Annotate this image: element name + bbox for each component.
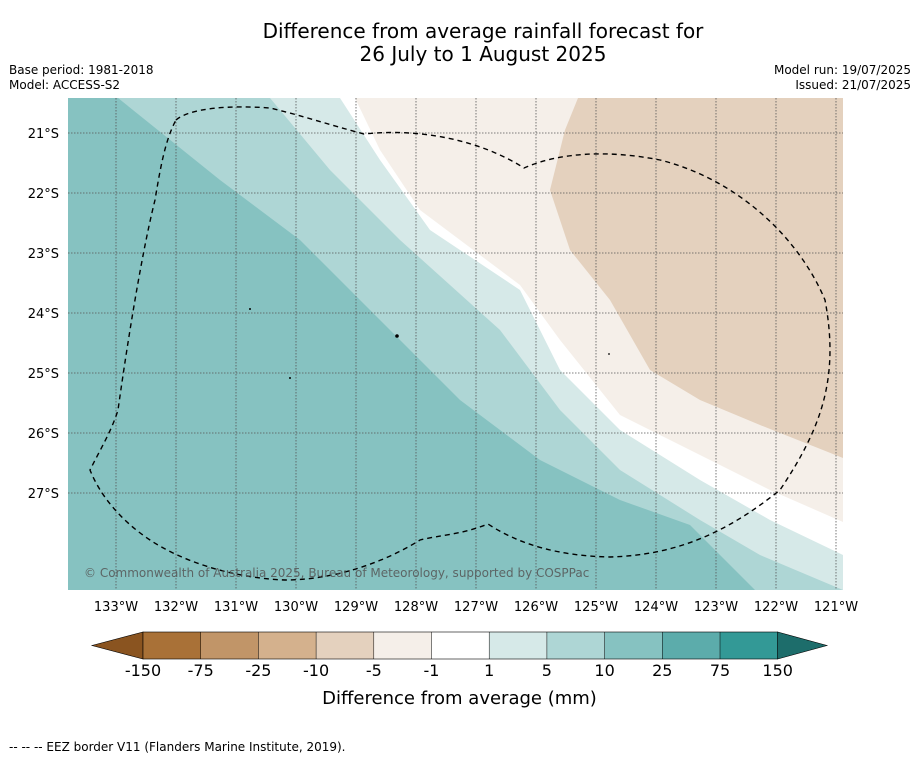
colorbar-extend-low [90,631,144,660]
colorbar [90,631,829,660]
meta-left: Base period: 1981-2018 Model: ACCESS-S2 [9,63,154,93]
lon-label: 132°W [154,600,198,615]
lon-label: 125°W [574,600,618,615]
lat-label: 24°S [28,307,59,322]
meta-right: Model run: 19/07/2025 Issued: 21/07/2025 [774,63,911,93]
islands [249,308,610,379]
colorbar-tick-label: 1 [484,661,494,680]
lat-label: 23°S [28,247,59,262]
colorbar-label: Difference from average (mm) [322,688,597,709]
lat-label: 27°S [28,487,59,502]
colorbar-tick-label: -5 [366,661,382,680]
lat-label: 21°S [28,127,59,142]
colorbar-extend-high [777,631,829,660]
colorbar-segment [200,632,259,659]
lon-label: 133°W [94,600,138,615]
colorbar-segment [662,632,721,659]
lat-label: 22°S [28,187,59,202]
zone-minus10-to-minus5 [550,98,843,458]
copyright-text: © Commonwealth of Australia 2025, Bureau… [84,566,589,580]
colorbar-tick-label: -150 [125,661,161,680]
colorbar-segment [604,632,663,659]
lon-label: 124°W [634,600,678,615]
colorbar-tick-label: 5 [542,661,552,680]
lon-label: 121°W [814,600,858,615]
colorbar-ticks: -150 -75 -25 -10 -5 -1 1 5 10 25 75 150 [125,661,793,680]
colorbar-tick-label: -1 [424,661,440,680]
base-period-text: Base period: 1981-2018 [9,63,154,77]
colorbar-tick-label: 10 [594,661,614,680]
colorbar-segment [143,632,202,659]
graticule [68,98,843,590]
colorbar-frame [142,631,779,660]
map-title-line2: 26 July to 1 August 2025 [359,42,607,66]
lat-label: 25°S [28,367,59,382]
lon-label: 127°W [454,600,498,615]
lon-label: 129°W [334,600,378,615]
colorbar-tick-label: -10 [303,661,329,680]
lon-label: 122°W [754,600,798,615]
map-title-line1: Difference from average rainfall forecas… [262,19,704,43]
lon-label: 130°W [274,600,318,615]
colorbar-segment [489,632,548,659]
colorbar-tick-label: 25 [652,661,672,680]
map-field [68,98,843,590]
issued-text: Issued: 21/07/2025 [795,78,911,92]
colorbar-segment [546,632,606,659]
latitude-labels: 21°S 22°S 23°S 24°S 25°S 26°S 27°S [28,127,59,502]
lon-label: 123°W [694,600,738,615]
lon-label: 131°W [214,600,258,615]
model-run-text: Model run: 19/07/2025 [773,63,911,77]
lat-label: 26°S [28,427,59,442]
colorbar-segment [258,632,317,659]
colorbar-segment [373,632,432,659]
eez-border [89,106,831,581]
longitude-labels: 133°W 132°W 131°W 130°W 129°W 128°W 127°W 126°W… [94,600,858,615]
colorbar-tick-label: 150 [762,661,793,680]
lon-label: 126°W [514,600,558,615]
colorbar-tick-label: -75 [188,661,214,680]
colorbar-tick-label: 75 [710,661,730,680]
colorbar-segment [720,632,779,659]
model-text: Model: ACCESS-S2 [9,78,121,92]
colorbar-segment [431,632,490,659]
colorbar-segment [316,632,375,659]
lon-label: 128°W [394,600,438,615]
colorbar-tick-label: -25 [245,661,271,680]
eez-legend-text: -- -- -- EEZ border V11 (Flanders Marine… [9,740,346,754]
